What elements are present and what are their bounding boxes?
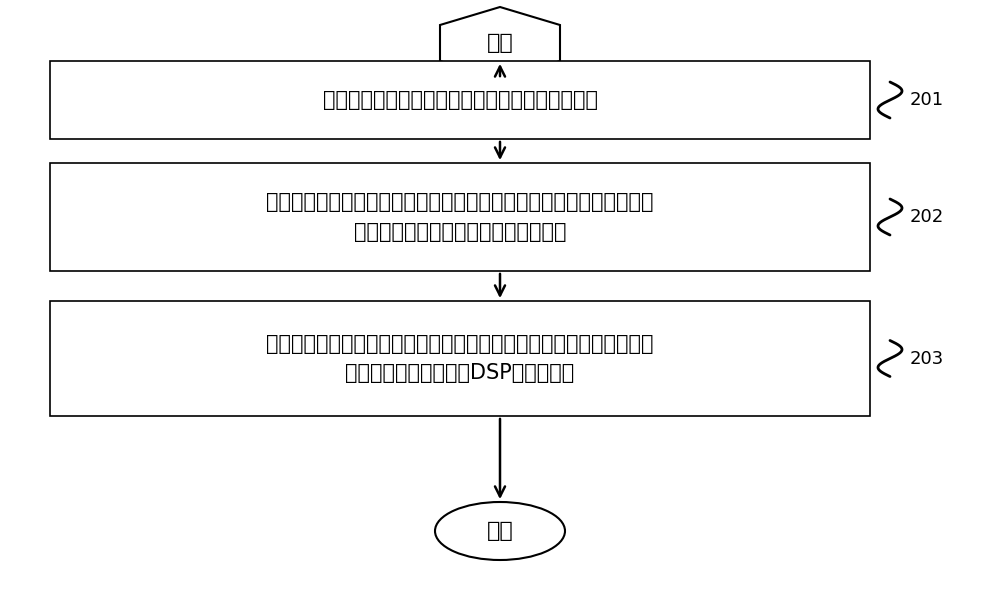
Text: 获取所述第二数据通道中第一缓存模块的图像数据: 获取所述第二数据通道中第一缓存模块的图像数据	[322, 90, 598, 110]
Text: 202: 202	[910, 208, 944, 226]
Ellipse shape	[435, 502, 565, 560]
Text: 201: 201	[910, 91, 944, 109]
Polygon shape	[440, 7, 560, 79]
Text: 203: 203	[910, 349, 944, 368]
Bar	[50, 163, 870, 271]
Text: 开始: 开始	[487, 33, 513, 53]
Bar	[50, 301, 870, 416]
Text: 控制所述第一缓存模块的图像数据经过所述闭合回路传输至所述第二缓
存模块、第三缓存模块和第四缓存模块: 控制所述第一缓存模块的图像数据经过所述闭合回路传输至所述第二缓 存模块、第三缓存…	[266, 192, 654, 242]
Text: 比对所述第一缓存模块、第二缓存模块、第三缓存模块和第四缓存模块
的图像数据，生成所述DSP的自检结果: 比对所述第一缓存模块、第二缓存模块、第三缓存模块和第四缓存模块 的图像数据，生成…	[266, 334, 654, 384]
Text: 结束: 结束	[487, 521, 513, 541]
Bar	[50, 61, 870, 139]
